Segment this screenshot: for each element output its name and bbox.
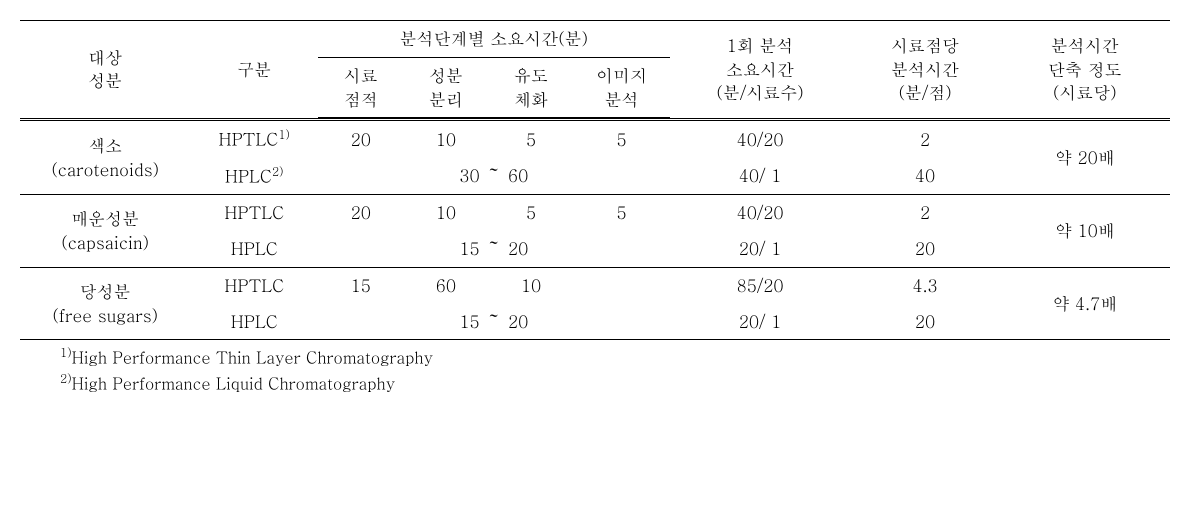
footnote-2-marker: 2)	[60, 370, 72, 387]
per-point-value: 20	[851, 231, 1000, 267]
per-run-value: 40/20	[670, 195, 851, 231]
reduction-value: 약 4.7배	[1000, 267, 1170, 340]
stage-value: 5	[488, 195, 573, 231]
stage-value: 10	[403, 120, 488, 158]
method-label: HPTLC	[190, 195, 318, 231]
per-point-value: 40	[851, 158, 1000, 195]
method-label: HPTLC1)	[190, 120, 318, 158]
th-component: 대상 성분	[20, 21, 190, 118]
stage-value: 15	[318, 267, 403, 303]
per-point-value: 2	[851, 120, 1000, 158]
stage-range-value: 15 ～ 20	[318, 304, 669, 340]
th-category: 구분	[190, 21, 318, 118]
footnote-2-text: High Performance Liquid Chromatography	[72, 371, 395, 394]
stage-value: 5	[488, 120, 573, 158]
reduction-value: 약 10배	[1000, 195, 1170, 268]
component-name: 매운성분(capsaicin)	[20, 195, 190, 268]
per-point-value: 20	[851, 304, 1000, 340]
per-run-value: 85/20	[670, 267, 851, 303]
analysis-time-table: 대상 성분 구분 분석단계별 소요시간(분) 1회 분석 소요시간 (분/시료수…	[20, 20, 1170, 340]
stage-value: 10	[488, 267, 573, 303]
footnote-1-marker: 1)	[60, 344, 72, 361]
stage-value: 5	[574, 195, 670, 231]
per-run-value: 40/20	[670, 120, 851, 158]
stage-range-value: 15 ～ 20	[318, 231, 669, 267]
stage-value: 5	[574, 120, 670, 158]
footnote-1: 1)High Performance Thin Layer Chromatogr…	[60, 344, 1170, 369]
stage-range-value: 30 ～ 60	[318, 158, 669, 195]
per-run-value: 20/ 1	[670, 231, 851, 267]
th-stage4: 이미지 분석	[574, 57, 670, 118]
th-stage2: 성분 분리	[403, 57, 488, 118]
stage-value: 10	[403, 195, 488, 231]
stage-value	[574, 267, 670, 303]
th-stage3: 유도 체화	[488, 57, 573, 118]
footnote-1-text: High Performance Thin Layer Chromatograp…	[72, 346, 433, 369]
footnote-2: 2)High Performance Liquid Chromatography	[60, 370, 1170, 395]
th-per-run: 1회 분석 소요시간 (분/시료수)	[670, 21, 851, 118]
method-label: HPTLC	[190, 267, 318, 303]
method-label: HPLC	[190, 304, 318, 340]
method-label: HPLC	[190, 231, 318, 267]
th-per-point: 시료점당 분석시간 (분/점)	[851, 21, 1000, 118]
component-name: 색소(carotenoids)	[20, 120, 190, 195]
stage-value: 20	[318, 195, 403, 231]
component-name: 당성분(free sugars)	[20, 267, 190, 340]
per-run-value: 20/ 1	[670, 304, 851, 340]
per-run-value: 40/ 1	[670, 158, 851, 195]
footnotes: 1)High Performance Thin Layer Chromatogr…	[20, 344, 1170, 395]
th-reduction: 분석시간 단축 정도 (시료당)	[1000, 21, 1170, 118]
stage-value: 60	[403, 267, 488, 303]
per-point-value: 2	[851, 195, 1000, 231]
th-stage-group: 분석단계별 소요시간(분)	[318, 21, 669, 58]
stage-value: 20	[318, 120, 403, 158]
th-stage1: 시료 점적	[318, 57, 403, 118]
reduction-value: 약 20배	[1000, 120, 1170, 195]
method-label: HPLC2)	[190, 158, 318, 195]
per-point-value: 4.3	[851, 267, 1000, 303]
